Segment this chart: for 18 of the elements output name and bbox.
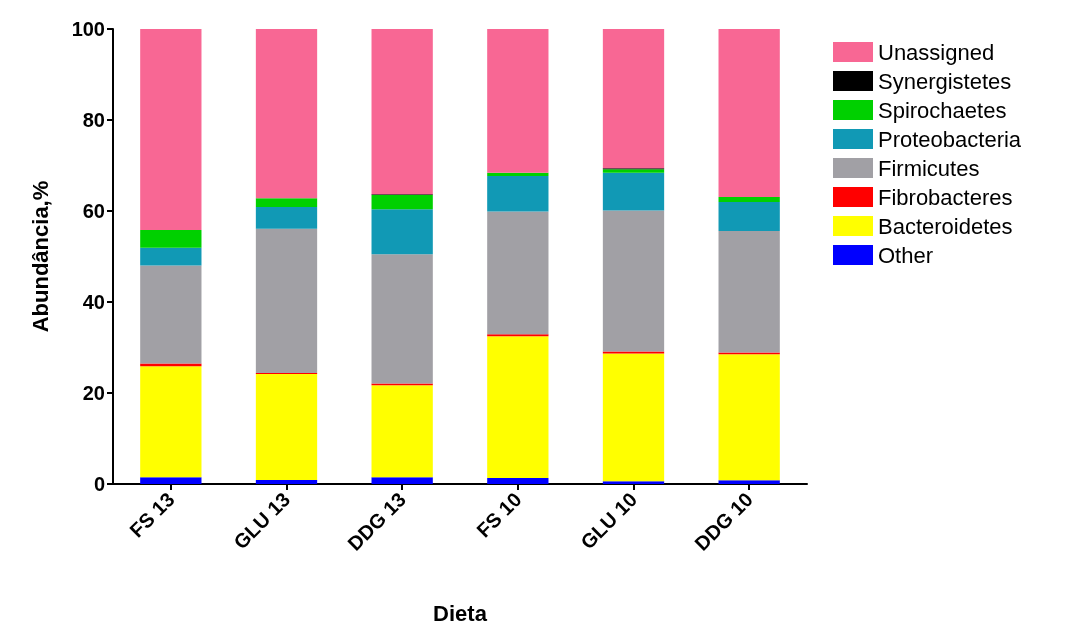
- legend-label: Fibrobacteres: [878, 184, 1013, 210]
- x-tick-label: FS 10: [472, 488, 526, 542]
- legend-label: Unassigned: [878, 39, 995, 65]
- y-tick-label: 40: [82, 291, 105, 313]
- legend-label: Firmicutes: [878, 155, 980, 181]
- y-tick-label: 80: [82, 109, 105, 131]
- legend-label: Synergistetes: [878, 68, 1012, 94]
- legend-label: Spirochaetes: [878, 97, 1007, 123]
- y-tick-label: 0: [93, 473, 105, 495]
- legend-label: Bacteroidetes: [878, 213, 1013, 239]
- y-tick-label: 100: [71, 18, 105, 40]
- x-tick-label: FS 13: [125, 488, 179, 542]
- legend-label: Proteobacteria: [878, 126, 1022, 152]
- y-tick-label: 60: [82, 200, 105, 222]
- y-axis-title: Abundância,%: [27, 180, 53, 333]
- y-tick-label: 20: [82, 382, 105, 404]
- legend-label: Other: [878, 242, 934, 268]
- x-axis-title: Dieta: [433, 600, 488, 626]
